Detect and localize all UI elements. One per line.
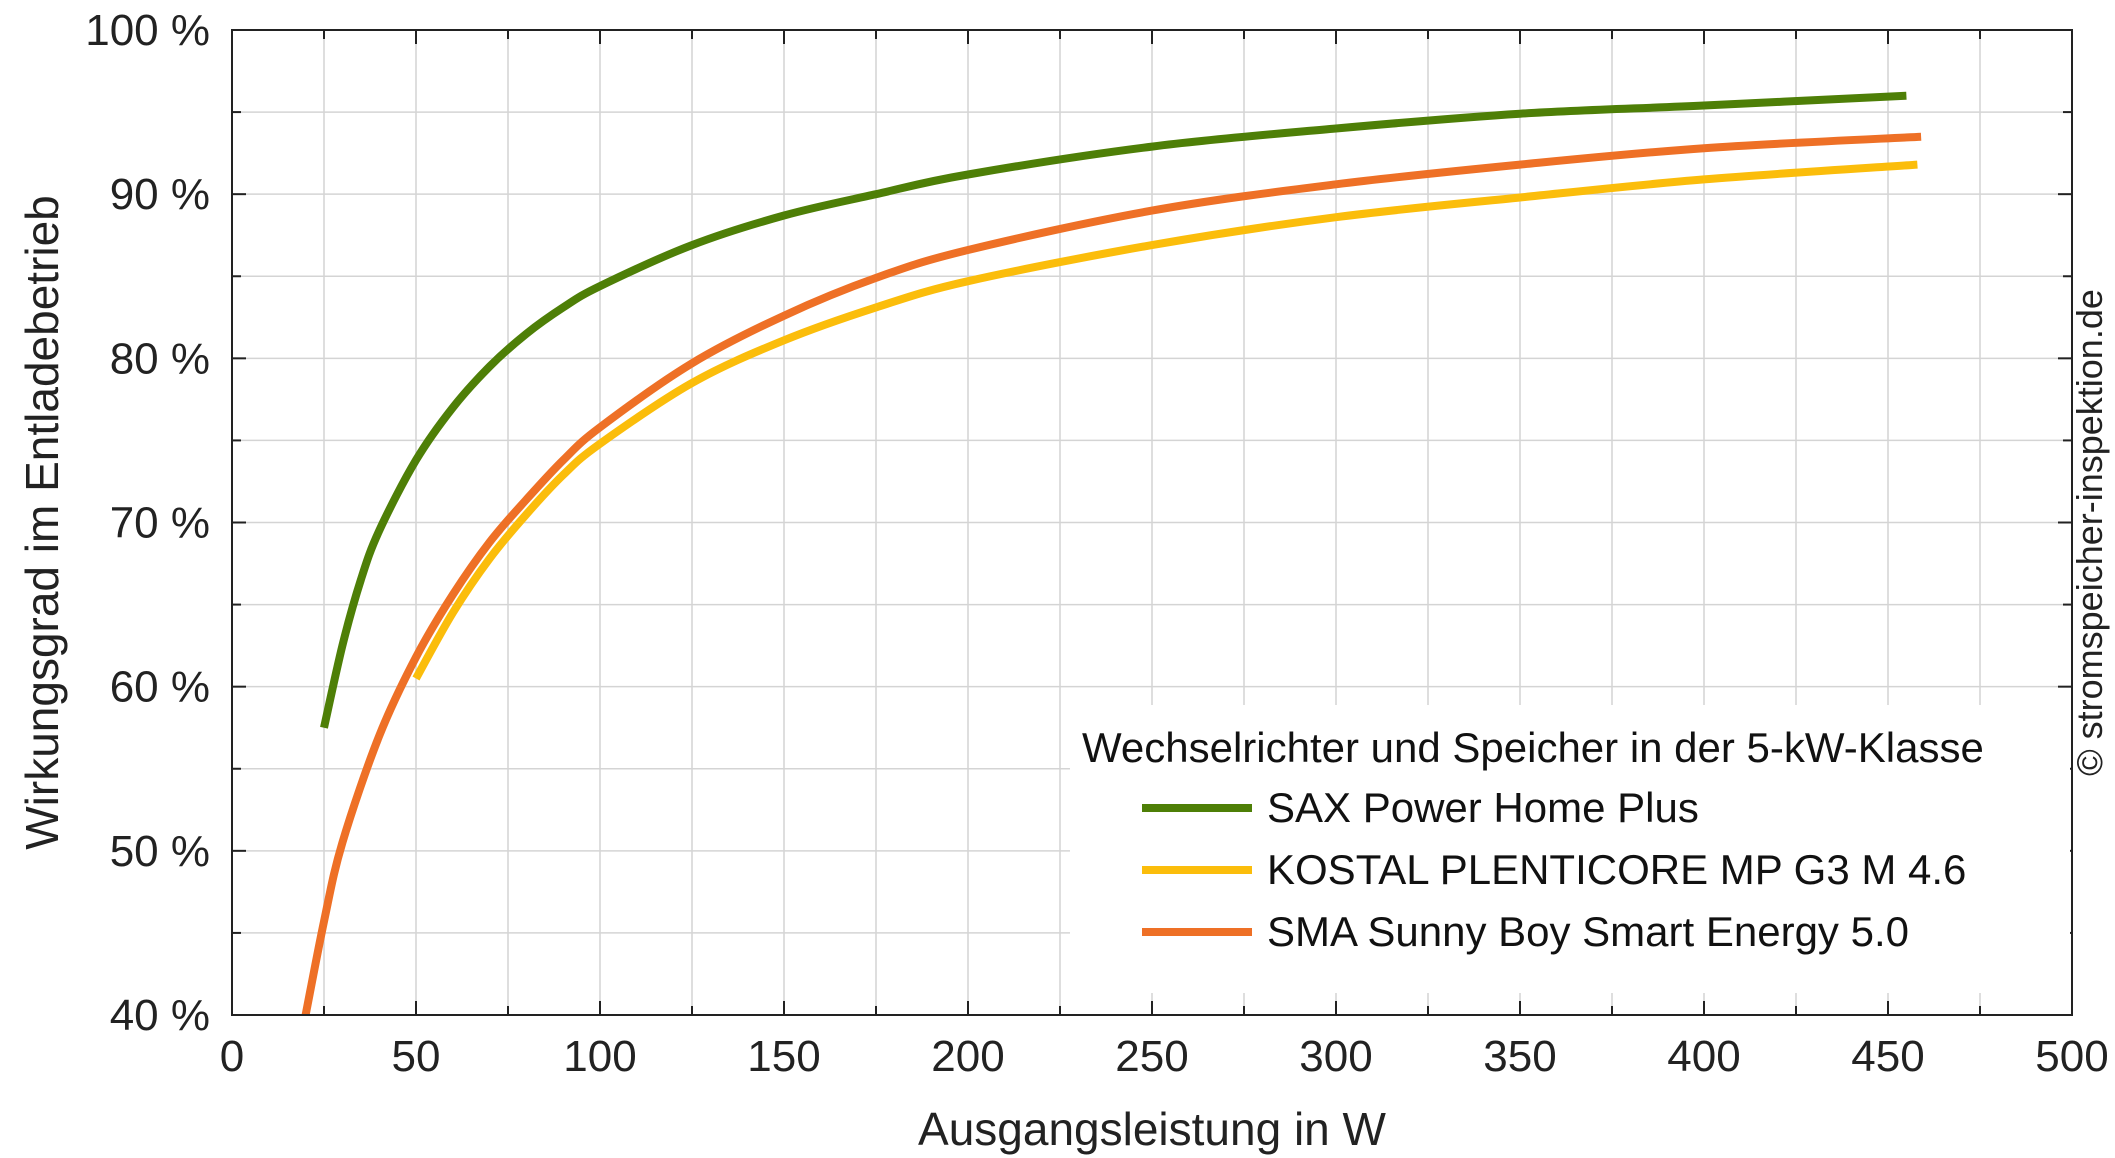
legend-label-1: KOSTAL PLENTICORE MP G3 M 4.6 — [1267, 846, 1966, 893]
y-tick-label: 40 % — [110, 991, 210, 1040]
x-tick-label: 250 — [1115, 1032, 1188, 1081]
x-tick-label: 450 — [1851, 1032, 1924, 1081]
legend-label-0: SAX Power Home Plus — [1267, 784, 1699, 831]
x-axis-title: Ausgangsleistung in W — [918, 1103, 1387, 1155]
x-tick-label: 350 — [1483, 1032, 1556, 1081]
y-tick-label: 80 % — [110, 334, 210, 383]
series-layer — [301, 91, 1922, 1016]
legend-background — [1070, 705, 2070, 993]
y-axis-title: Wirkungsgrad im Entladebetrieb — [16, 195, 68, 850]
y-tick-label: 70 % — [110, 499, 210, 548]
y-tick-label: 60 % — [110, 663, 210, 712]
legend-label-2: SMA Sunny Boy Smart Energy 5.0 — [1267, 908, 1909, 955]
x-tick-label: 150 — [747, 1032, 820, 1081]
x-tick-label: 500 — [2035, 1032, 2108, 1081]
series-line-2 — [301, 132, 1922, 1016]
tick-layer: 0 50 100 150 200 250 300 350 400 450 500 40 % 50 % 60… — [85, 6, 2108, 1081]
x-tick-label: 400 — [1667, 1032, 1740, 1081]
x-tick-label: 200 — [931, 1032, 1004, 1081]
series-line-0 — [320, 91, 1907, 729]
y-tick-label: 100 % — [85, 6, 210, 55]
series-line-1 — [412, 160, 1918, 681]
x-tick-label: 100 — [563, 1032, 636, 1081]
y-tick-label: 50 % — [110, 827, 210, 876]
y-tick-label: 90 % — [110, 170, 210, 219]
legend: Wechselrichter und Speicher in der 5-kW-… — [1070, 705, 2070, 993]
x-tick-label: 50 — [392, 1032, 441, 1081]
x-tick-label: 300 — [1299, 1032, 1372, 1081]
x-tick-label: 0 — [220, 1032, 244, 1081]
watermark: © stromspeicher-inspektion.de — [2069, 289, 2110, 776]
legend-title: Wechselrichter und Speicher in der 5-kW-… — [1082, 724, 1984, 771]
